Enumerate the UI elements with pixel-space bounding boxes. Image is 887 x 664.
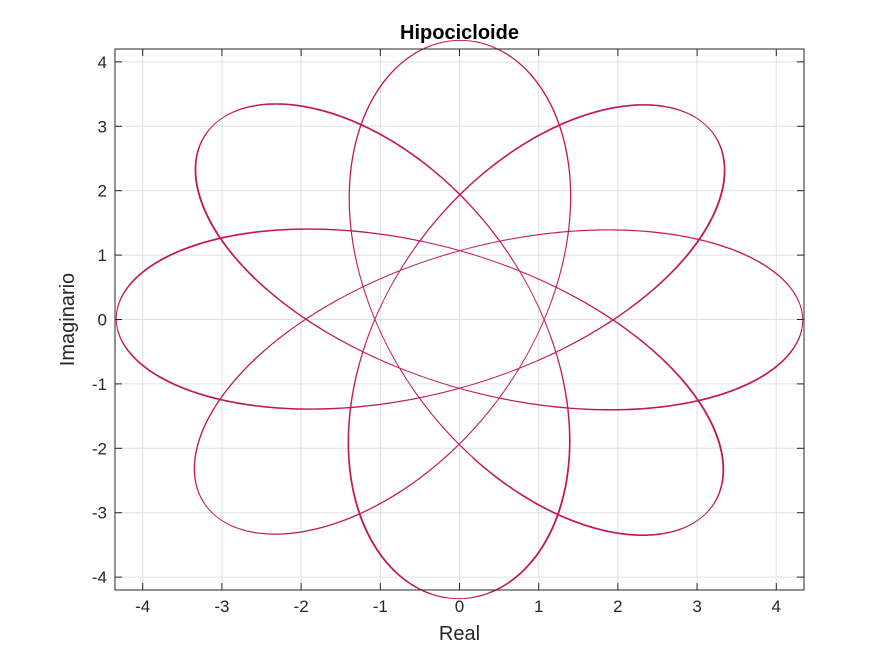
x-tick-label: 3 <box>692 597 701 616</box>
y-tick-label: 0 <box>98 311 107 330</box>
curve-layer <box>115 39 804 600</box>
y-axis-label: Imaginario <box>57 273 79 366</box>
chart-title: Hipocicloide <box>400 22 519 44</box>
x-tick-label: -3 <box>214 597 229 616</box>
x-tick-label: -1 <box>373 597 388 616</box>
y-tick-label: 3 <box>98 117 107 136</box>
y-tick-label: 4 <box>98 53 107 72</box>
y-tick-label: 1 <box>98 246 107 265</box>
y-tick-label: -1 <box>92 375 107 394</box>
x-tick-label: -2 <box>294 597 309 616</box>
y-tick-label: -2 <box>92 439 107 458</box>
ticks: -4 -3 -2 -1 0 1 2 3 4 -4 -3 -2 -1 0 1 2 3 4 <box>92 49 804 616</box>
x-tick-label: 1 <box>534 597 543 616</box>
series-line-0 <box>115 39 804 600</box>
x-tick-label: -4 <box>135 597 150 616</box>
y-tick-label: 2 <box>98 182 107 201</box>
grid <box>115 49 804 590</box>
y-tick-label: -3 <box>92 504 107 523</box>
y-tick-label: -4 <box>92 568 107 587</box>
x-tick-label: 2 <box>613 597 622 616</box>
x-tick-label: 4 <box>772 597 781 616</box>
x-tick-label: 0 <box>455 597 464 616</box>
x-axis-label: Real <box>439 623 480 645</box>
